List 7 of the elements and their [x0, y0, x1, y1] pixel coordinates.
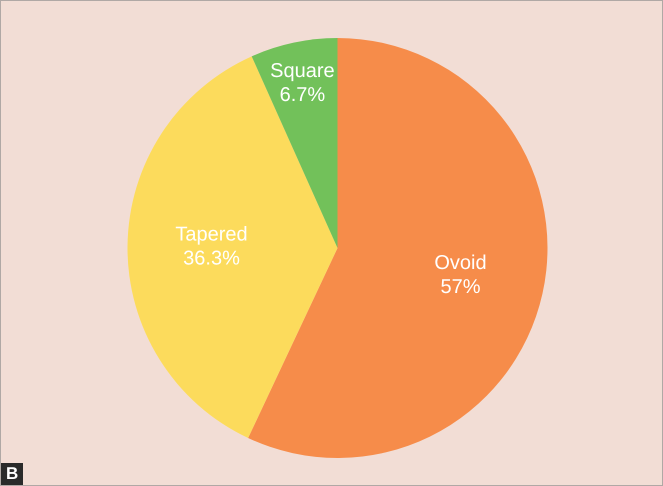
data-label: 36.3% [183, 247, 240, 270]
data-label: 6.7% [280, 84, 326, 106]
slice-label: Ovoid [434, 252, 487, 274]
data-label: 57% [440, 276, 481, 298]
slice-label: Square [270, 60, 335, 82]
text: B [1, 463, 24, 485]
slice-label: Tapered [175, 223, 248, 246]
